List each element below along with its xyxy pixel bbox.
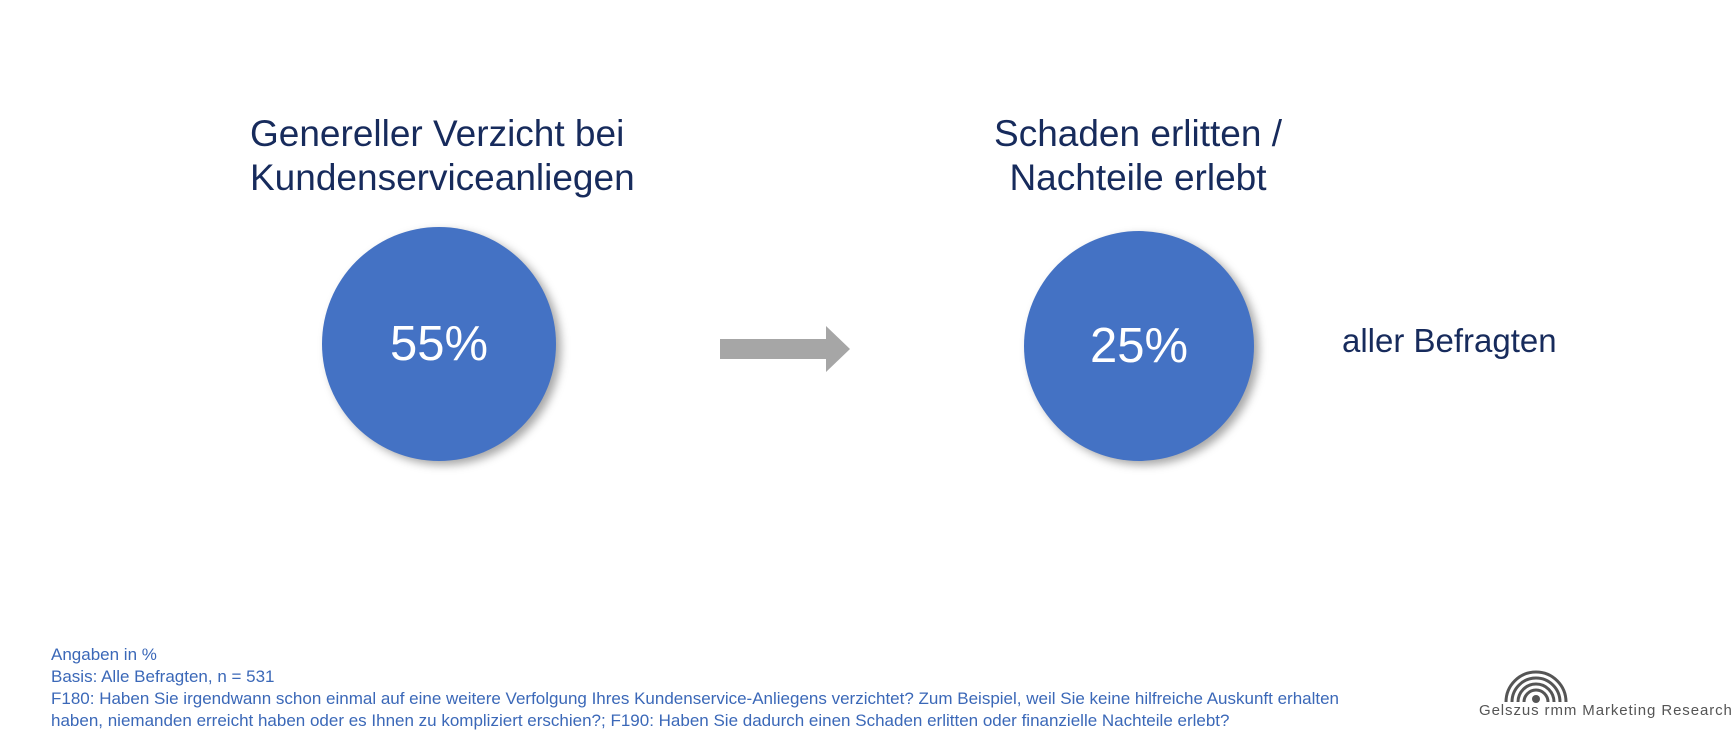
footnote-basis: Basis: Alle Befragten, n = 531 bbox=[51, 667, 275, 686]
value-label-verzicht: 55% bbox=[389, 317, 489, 371]
item-title-line: Nachteile erlebt bbox=[1009, 157, 1267, 198]
item-title-schaden: Schaden erlitten / Nachteile erlebt bbox=[978, 112, 1298, 200]
item-title-verzicht: Genereller Verzicht bei Kundenserviceanl… bbox=[250, 112, 635, 200]
value-circle-verzicht: 55% bbox=[322, 227, 556, 461]
item-title-line: Genereller Verzicht bei bbox=[250, 113, 625, 154]
side-label: aller Befragten bbox=[1342, 322, 1557, 359]
value-circle-schaden: 25% bbox=[1024, 231, 1254, 461]
footnote: Angaben in % Basis: Alle Befragten, n = … bbox=[51, 644, 1451, 732]
footnote-question: F180: Haben Sie irgendwann schon einmal … bbox=[51, 689, 1340, 708]
logo-text: Gelszus rmm Marketing Research bbox=[1479, 702, 1733, 719]
item-title-line: Kundenserviceanliegen bbox=[250, 157, 635, 198]
item-title-line: Schaden erlitten / bbox=[994, 113, 1282, 154]
value-label-schaden: 25% bbox=[1089, 319, 1189, 373]
footnote-question-cont: haben, niemanden erreicht haben oder es … bbox=[51, 711, 1230, 730]
footnote-unit: Angaben in % bbox=[51, 645, 157, 664]
signal-waves-logo-icon bbox=[1504, 670, 1568, 703]
right-arrow-icon bbox=[720, 326, 850, 372]
